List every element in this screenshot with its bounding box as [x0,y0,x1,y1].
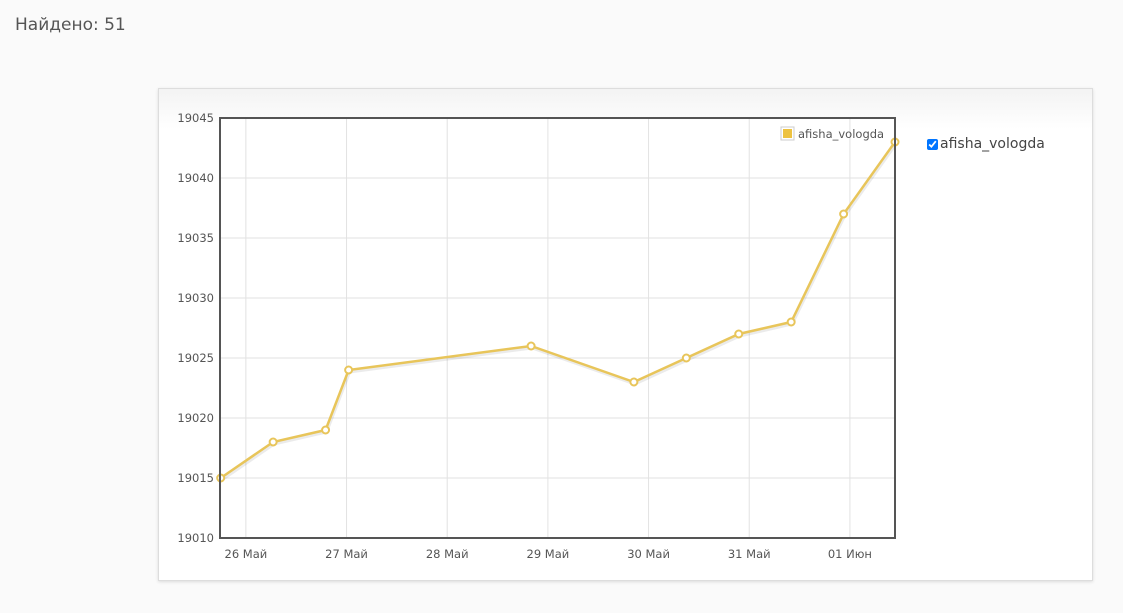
y-tick-label: 19025 [177,351,214,365]
series-toggle-label: afisha_vologda [940,136,1045,152]
x-tick-label: 31 Май [728,547,771,561]
series-checkbox[interactable] [927,138,938,150]
data-point [629,377,639,387]
x-tick-label: 26 Май [225,547,268,561]
data-point [786,317,796,327]
y-tick-label: 19015 [177,471,214,485]
legend-swatch [783,129,792,138]
y-tick-label: 19020 [177,411,214,425]
data-point [734,329,744,339]
x-tick-label: 30 Май [627,547,670,561]
data-point [681,353,691,363]
y-tick-label: 19010 [177,531,214,545]
data-point [268,437,278,447]
y-tick-label: 19035 [177,231,214,245]
data-point [344,365,354,375]
data-point [321,425,331,435]
y-tick-label: 19030 [177,291,214,305]
data-point [526,341,536,351]
series-toggle[interactable]: afisha_vologda [927,136,1045,152]
legend-label: afisha_vologda [798,127,884,141]
plot-area [220,118,895,538]
x-tick-label: 28 Май [426,547,469,561]
x-tick-label: 27 Май [325,547,368,561]
y-tick-label: 19040 [177,171,214,185]
results-count: Найдено: 51 [15,15,126,35]
x-tick-label: 01 Июн [828,547,872,561]
data-point [839,209,849,219]
y-tick-label: 19045 [177,111,214,125]
x-tick-label: 29 Май [527,547,570,561]
plot-border [219,117,896,539]
